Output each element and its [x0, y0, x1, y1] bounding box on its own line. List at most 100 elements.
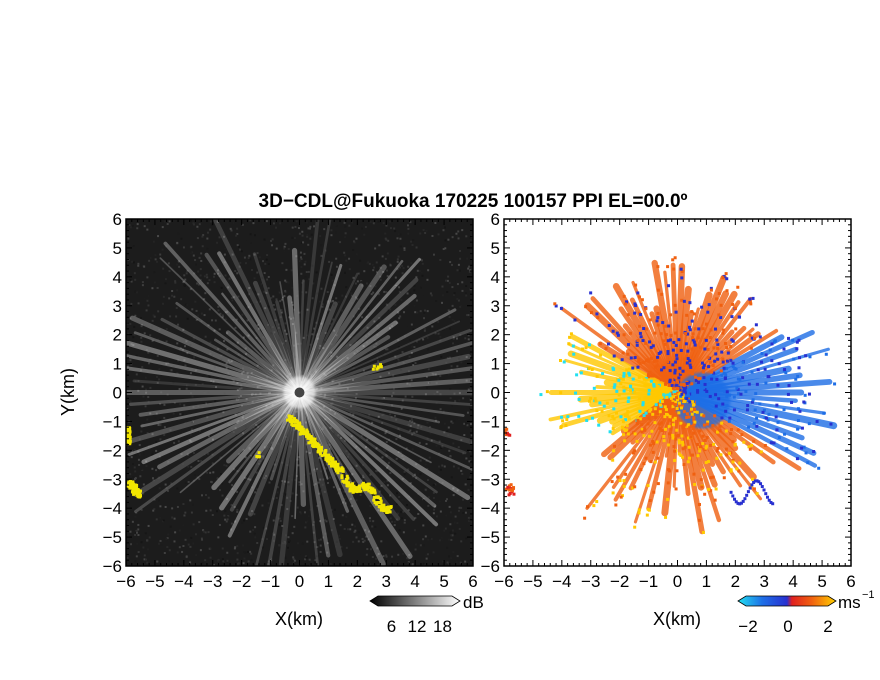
- noise-pixel: [368, 262, 371, 265]
- noise-pixel: [450, 405, 453, 408]
- velocity-pixel: [504, 487, 508, 491]
- noise-pixel: [189, 219, 192, 222]
- echo-ray: [298, 391, 465, 417]
- noise-pixel: [187, 465, 190, 468]
- noise-pixel: [432, 253, 435, 256]
- noise-pixel: [257, 406, 260, 409]
- clutter-pixel: [347, 481, 351, 485]
- noise-pixel: [304, 526, 307, 529]
- noise-pixel: [437, 320, 440, 323]
- noise-pixel: [273, 331, 276, 334]
- clutter-pixel: [369, 486, 373, 490]
- noise-pixel: [440, 536, 443, 539]
- noise-pixel: [140, 541, 143, 544]
- velocity-pixel: [687, 380, 691, 384]
- noise-pixel: [137, 527, 140, 530]
- noise-pixel: [413, 422, 416, 425]
- velocity-pixel: [663, 415, 667, 419]
- noise-pixel: [397, 358, 400, 361]
- noise-pixel: [273, 302, 276, 305]
- noise-pixel: [402, 267, 405, 270]
- noise-pixel: [135, 373, 138, 376]
- noise-pixel: [151, 319, 154, 322]
- noise-pixel: [322, 347, 325, 350]
- noise-pixel: [413, 284, 416, 287]
- noise-pixel: [369, 504, 372, 507]
- noise-pixel: [227, 359, 230, 362]
- noise-pixel: [193, 474, 196, 477]
- noise-pixel: [201, 235, 204, 238]
- noise-pixel: [465, 284, 468, 287]
- velocity-pixel: [762, 408, 766, 412]
- noise-pixel: [455, 232, 458, 235]
- clutter-pixel: [345, 481, 349, 485]
- echo-ray: [297, 377, 473, 395]
- noise-pixel: [184, 481, 187, 484]
- noise-pixel: [464, 560, 467, 563]
- noise-pixel: [320, 254, 323, 257]
- noise-pixel: [277, 442, 280, 445]
- y-tick-label: 2: [113, 326, 122, 345]
- noise-pixel: [287, 483, 290, 486]
- noise-pixel: [379, 278, 382, 281]
- velocity-pixel: [797, 338, 801, 342]
- echo-ray: [297, 328, 473, 395]
- clutter-pixel: [352, 485, 356, 489]
- noise-pixel: [276, 491, 279, 494]
- clutter-pixel: [346, 476, 350, 480]
- clutter-pixel: [341, 479, 345, 483]
- noise-pixel: [235, 320, 238, 323]
- noise-pixel: [213, 343, 216, 346]
- noise-pixel: [178, 387, 181, 390]
- velocity-pixel: [660, 292, 664, 296]
- noise-pixel: [175, 315, 178, 318]
- noise-pixel: [211, 438, 214, 441]
- noise-pixel: [126, 556, 129, 559]
- clutter-pixel: [135, 485, 139, 489]
- noise-pixel: [286, 508, 289, 511]
- noise-pixel: [325, 520, 328, 523]
- noise-pixel: [158, 368, 161, 371]
- noise-pixel: [234, 546, 237, 549]
- velocity-pixel: [644, 307, 648, 311]
- noise-pixel: [332, 318, 335, 321]
- noise-pixel: [220, 286, 223, 289]
- noise-pixel: [461, 472, 464, 475]
- x-tick-label: 4: [410, 572, 419, 591]
- velocity-pixel: [679, 348, 683, 352]
- noise-pixel: [201, 538, 204, 541]
- velocity-pixel: [750, 477, 754, 481]
- noise-pixel: [343, 492, 346, 495]
- noise-pixel: [333, 368, 336, 371]
- velocity-pixel: [734, 327, 738, 331]
- noise-pixel: [200, 537, 203, 540]
- velocity-pixel: [759, 482, 763, 486]
- velocity-pixel: [646, 358, 650, 362]
- noise-pixel: [127, 365, 130, 368]
- noise-pixel: [140, 508, 143, 511]
- velocity-pixel: [607, 324, 611, 328]
- velocity-pixel: [674, 487, 678, 491]
- noise-pixel: [262, 336, 265, 339]
- noise-pixel: [192, 503, 195, 506]
- velocity-pixel: [673, 303, 677, 307]
- noise-pixel: [374, 338, 377, 341]
- noise-pixel: [134, 314, 137, 317]
- velocity-pixel: [672, 407, 676, 411]
- noise-pixel: [318, 492, 321, 495]
- noise-pixel: [389, 220, 392, 223]
- noise-pixel: [385, 440, 388, 443]
- noise-pixel: [450, 432, 453, 435]
- velocity-pixel: [797, 366, 801, 370]
- velocity-pixel: [787, 336, 791, 340]
- noise-pixel: [221, 494, 224, 497]
- clutter-pixel: [128, 485, 132, 489]
- noise-pixel: [129, 530, 132, 533]
- noise-pixel: [189, 288, 192, 291]
- noise-pixel: [448, 505, 451, 508]
- noise-pixel: [389, 502, 392, 505]
- noise-pixel: [212, 343, 215, 346]
- noise-pixel: [206, 373, 209, 376]
- noise-pixel: [183, 274, 186, 277]
